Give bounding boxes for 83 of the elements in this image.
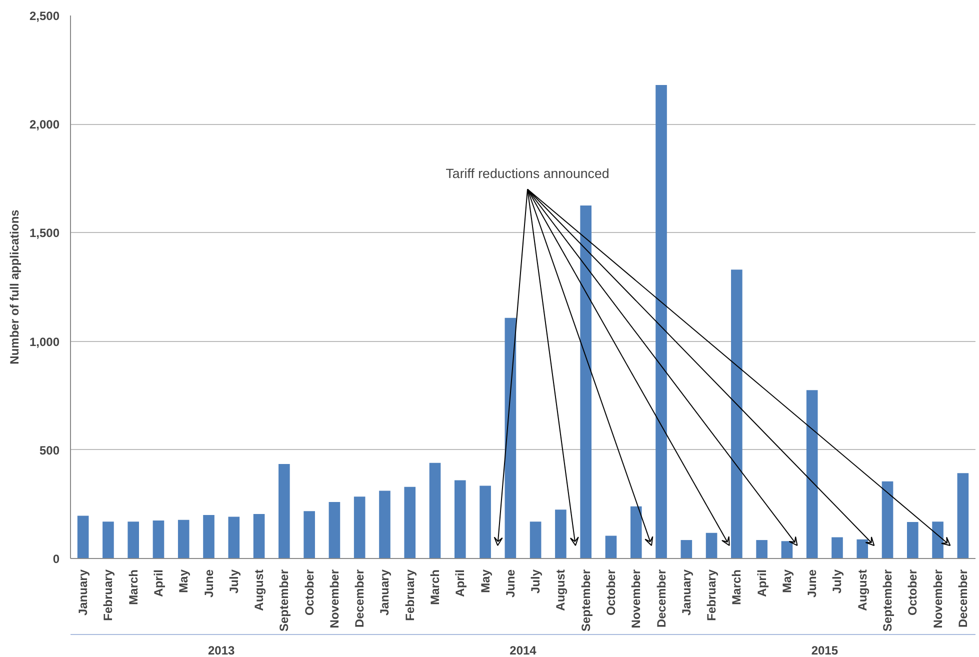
x-tick-label: November (930, 569, 945, 628)
bar (530, 522, 542, 558)
bar (932, 522, 944, 558)
x-tick-label: October (906, 569, 920, 616)
x-tick-label: June (503, 569, 518, 598)
bar (882, 481, 894, 558)
bar (680, 540, 692, 558)
x-tick-label: April (453, 569, 468, 597)
text: 2015 (811, 644, 838, 657)
bar (203, 515, 214, 558)
x-tick-label: January (76, 569, 90, 616)
bar (152, 520, 164, 558)
bar (354, 496, 366, 558)
bar (706, 532, 718, 558)
bar (756, 540, 768, 558)
bar (832, 537, 843, 558)
bar (806, 390, 818, 558)
x-tick-label: September (880, 569, 895, 632)
bar (228, 516, 240, 558)
bar (454, 480, 466, 558)
x-tick-label: December (956, 569, 970, 628)
x-tick-label: January (679, 569, 694, 616)
y-tick-label: 1,500 (29, 226, 60, 240)
x-tick-label: February (704, 569, 719, 621)
bar (555, 510, 566, 558)
y-tick-label: 2,000 (29, 118, 60, 132)
bar (429, 462, 441, 558)
x-tick-label: May (176, 569, 191, 593)
x-tick-label: May (780, 569, 794, 593)
x-tick-label: April (151, 569, 166, 597)
text: 2014 (510, 644, 537, 657)
bar (957, 473, 969, 558)
x-tick-label: August (252, 569, 266, 611)
bar (480, 486, 491, 558)
bar (580, 206, 592, 558)
x-tick-label: July (226, 569, 241, 594)
x-tick-label: August (554, 569, 568, 611)
y-tick-label: 0 (52, 552, 60, 566)
x-tick-label: October (604, 569, 618, 616)
bar (77, 516, 89, 558)
x-tick-label: June (202, 569, 216, 598)
x-tick-label: January (378, 569, 392, 616)
bar (630, 506, 642, 558)
x-tick-label: September (277, 569, 292, 632)
x-tick-label: February (402, 569, 417, 621)
bar (328, 502, 340, 558)
bar (304, 511, 315, 558)
bar (504, 318, 516, 558)
x-tick-label: November (327, 569, 342, 628)
x-tick-label: February (101, 569, 116, 621)
text: 2013 (208, 644, 236, 657)
y-tick-label: 2,500 (29, 9, 60, 23)
x-tick-label: September (578, 569, 593, 632)
x-tick-label: December (654, 569, 668, 628)
x-tick-label: June (805, 569, 820, 598)
x-tick-label: April (754, 569, 769, 597)
annotation: Tariff reductions announced (446, 166, 610, 182)
x-tick-label: March (126, 570, 140, 605)
x-tick-label: July (528, 569, 543, 594)
x-tick-label: November (629, 569, 644, 628)
y-tick-label: 1,000 (29, 334, 60, 349)
bar (906, 522, 918, 558)
bar (178, 520, 190, 558)
bar (253, 514, 265, 558)
bar (856, 539, 868, 558)
bar (781, 541, 793, 558)
x-tick-label: May (478, 569, 492, 593)
bar (379, 490, 390, 558)
bar (404, 486, 416, 558)
bar (656, 85, 667, 558)
bar (102, 522, 114, 558)
bar (731, 270, 742, 558)
y-tick-label: 500 (39, 443, 60, 458)
y-axis-title: Number of full applications (7, 209, 22, 364)
x-tick-label: October (302, 569, 316, 616)
bar (128, 522, 140, 558)
bar (278, 464, 290, 558)
x-tick-label: July (830, 569, 844, 594)
x-tick-label: December (352, 569, 367, 628)
bar (605, 536, 617, 558)
x-tick-label: August (855, 569, 870, 611)
x-tick-label: March (428, 570, 442, 605)
x-tick-label: March (730, 570, 744, 605)
